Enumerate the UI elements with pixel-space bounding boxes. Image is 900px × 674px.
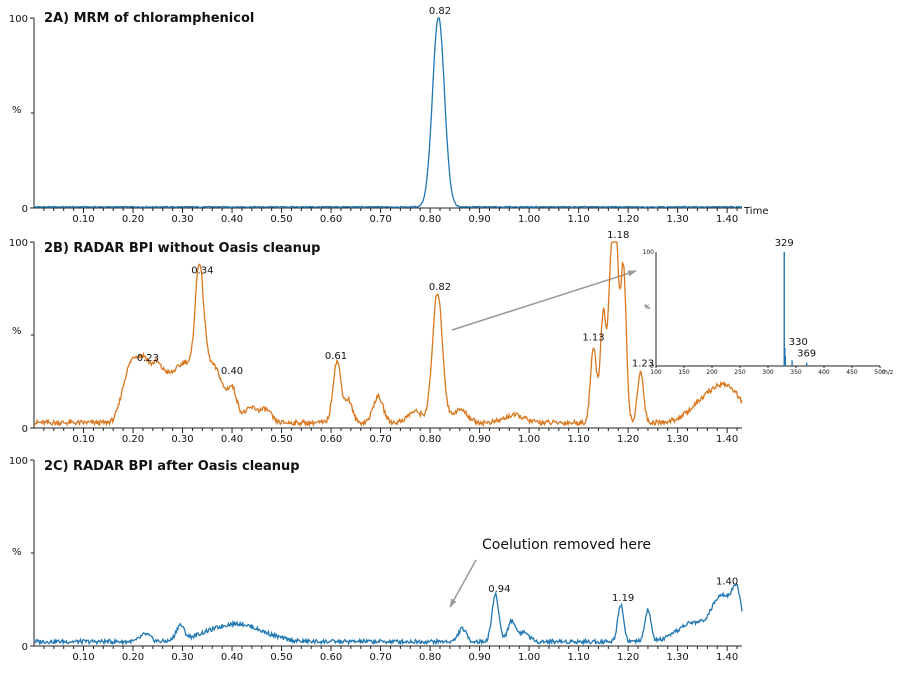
x-tick-label: 0.40 [221, 652, 243, 663]
peak-label: 1.13 [582, 332, 604, 343]
peak-label: 1.18 [607, 230, 629, 241]
x-tick-label: 1.40 [716, 652, 738, 663]
x-tick-label: 1.00 [518, 214, 540, 225]
x-tick-label: 0.10 [72, 652, 94, 663]
inset-x-tick-label: 100 [650, 369, 662, 376]
inset-x-tick-label: 400 [818, 369, 830, 376]
ylabel-2c: % [12, 547, 22, 558]
x-tick-label: 0.50 [270, 652, 292, 663]
x-tick-label: 0.20 [122, 434, 144, 445]
x-tick-label: 0.10 [72, 434, 94, 445]
xlabel-time: Time [743, 206, 768, 217]
x-tick-label: 1.40 [716, 214, 738, 225]
peak-label: 0.40 [221, 366, 243, 377]
peak-label: 1.40 [716, 576, 738, 587]
trace-2a [33, 17, 743, 209]
x-tick-label: 0.80 [419, 434, 441, 445]
panel-2c: 0 100 0.10 0.20 0.30 0.40 0.50 0.60 0.70 0.80 0.90… [9, 456, 743, 663]
inset-background [656, 248, 880, 366]
trace-2c [33, 583, 743, 647]
y-tick-label: 100 [9, 456, 28, 467]
peak-label: 0.34 [191, 265, 213, 276]
x-tick-label: 0.50 [270, 434, 292, 445]
inset-x-tick-label: 200 [706, 369, 718, 376]
x-tick-label: 0.90 [468, 652, 490, 663]
inset-x-tick-label: 250 [734, 369, 746, 376]
x-tick-label: 1.20 [617, 652, 639, 663]
inset-peak-label: 369 [797, 349, 816, 360]
x-tick-label: 1.30 [667, 214, 689, 225]
inset-x-tick-label: 300 [762, 369, 774, 376]
x-tick-label: 1.30 [667, 652, 689, 663]
x-tick-label: 0.50 [270, 214, 292, 225]
x-tick-label: 1.00 [518, 434, 540, 445]
inset-ylabel: % [644, 304, 650, 311]
inset-peak-label: 330 [789, 337, 808, 348]
peak-label: 1.23 [632, 358, 654, 369]
x-tick-label: 1.00 [518, 652, 540, 663]
x-tick-label: 1.10 [567, 652, 589, 663]
panel-title-2c: 2C) RADAR BPI after Oasis cleanup [44, 459, 300, 474]
inset-x-tick-label: 150 [678, 369, 690, 376]
x-tick-label: 1.20 [617, 434, 639, 445]
panel-title-2b: 2B) RADAR BPI without Oasis cleanup [44, 241, 320, 256]
peak-label: 1.19 [612, 593, 634, 604]
x-tick-label: 0.10 [72, 214, 94, 225]
inset-peak-label: 329 [775, 238, 794, 249]
x-tick-label: 0.90 [468, 214, 490, 225]
inset-x-tick-label: 450 [846, 369, 858, 376]
x-tick-label: 0.60 [320, 214, 342, 225]
peak-label: 0.61 [325, 351, 347, 362]
coelution-arrow [449, 559, 477, 608]
x-tick-label: 1.10 [567, 434, 589, 445]
ylabel-2b: % [12, 326, 22, 337]
inset-arrow [451, 270, 637, 331]
x-tick-label: 0.40 [221, 214, 243, 225]
x-tick-label: 1.40 [716, 434, 738, 445]
x-tick-label: 0.20 [122, 214, 144, 225]
inset-y-tick-label: 100 [643, 249, 655, 256]
inset-x-unit: m/z [882, 369, 893, 376]
y-tick-label: 0 [22, 204, 28, 215]
x-tick-label: 0.70 [369, 214, 391, 225]
x-tick-label: 0.80 [419, 214, 441, 225]
x-tick-label: 0.60 [320, 652, 342, 663]
peak-label: 0.94 [488, 584, 510, 595]
x-tick-label: 0.20 [122, 652, 144, 663]
x-tick-label: 0.30 [171, 214, 193, 225]
peak-label: 0.82 [429, 282, 451, 293]
coelution-annotation: Coelution removed here [482, 537, 651, 553]
x-tick-label: 1.20 [617, 214, 639, 225]
panel-2a: 0 100 0.10 0.20 0.30 0.40 0.50 0.60 0.70 0.80 0.90… [9, 6, 743, 225]
inset-x-tick-label: 350 [790, 369, 802, 376]
ylabel-2a: % [12, 105, 22, 116]
x-tick-label: 0.90 [468, 434, 490, 445]
y-tick-label: 0 [22, 424, 28, 435]
peak-label: 0.82 [429, 6, 451, 17]
x-tick-label: 0.70 [369, 652, 391, 663]
x-tick-label: 0.40 [221, 434, 243, 445]
peak-label: 0.23 [137, 353, 159, 364]
x-tick-label: 0.70 [369, 434, 391, 445]
y-tick-label: 100 [9, 238, 28, 249]
panel-title-2a: 2A) MRM of chloramphenicol [44, 11, 254, 26]
inset-x-tick-label: 500 [874, 369, 886, 376]
x-tick-label: 0.30 [171, 652, 193, 663]
y-tick-label: 0 [22, 642, 28, 653]
x-tick-label: 0.60 [320, 434, 342, 445]
trace-2b [33, 241, 743, 428]
x-tick-label: 0.30 [171, 434, 193, 445]
inset-y-tick-label: 0 [650, 363, 654, 370]
x-tick-label: 0.80 [419, 652, 441, 663]
y-tick-label: 100 [9, 14, 28, 25]
x-tick-label: 1.10 [567, 214, 589, 225]
x-tick-label: 1.30 [667, 434, 689, 445]
